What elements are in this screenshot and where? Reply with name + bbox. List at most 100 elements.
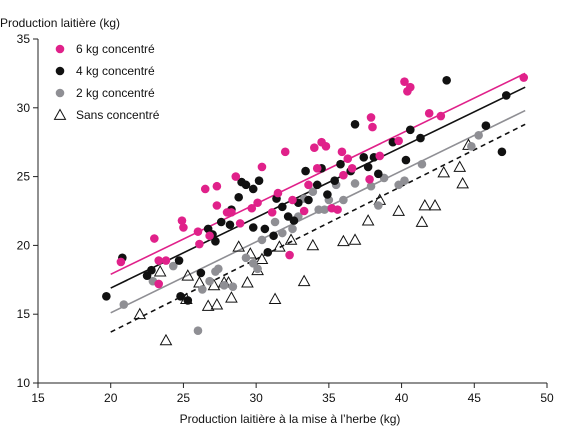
data-point: [418, 198, 432, 211]
data-point: [312, 180, 322, 190]
data-point: [212, 201, 222, 210]
data-point: [119, 300, 129, 309]
data-point: [234, 192, 243, 202]
data-point: [306, 238, 320, 251]
data-point: [374, 201, 383, 210]
data-point: [247, 203, 257, 213]
data-point: [267, 208, 277, 217]
data-point: [270, 217, 280, 227]
data-point: [214, 264, 223, 274]
data-point: [481, 121, 491, 130]
data-point: [333, 205, 342, 214]
data-point: [257, 235, 267, 245]
data-point: [232, 240, 246, 252]
data-point: [257, 162, 267, 172]
data-point: [519, 73, 529, 82]
data-point: [350, 179, 360, 188]
data-point: [235, 219, 245, 228]
data-point: [436, 111, 446, 121]
data-point: [168, 261, 178, 271]
legend-label: 4 kg concentré: [76, 64, 155, 78]
data-point: [153, 265, 167, 277]
data-point: [154, 279, 164, 289]
data-point: [174, 256, 184, 265]
data-point: [273, 240, 286, 252]
legend-label: Sans concentré: [76, 108, 160, 122]
y-axis-label: Production laitière (kg): [0, 16, 120, 30]
data-point: [133, 307, 147, 320]
y-tick-label: 20: [17, 238, 31, 252]
x-tick-label: 50: [540, 391, 554, 405]
data-point: [263, 247, 273, 257]
data-point: [260, 224, 270, 234]
data-point: [330, 176, 339, 186]
data-point: [278, 228, 287, 238]
data-point: [181, 269, 195, 281]
data-point: [241, 253, 251, 263]
data-point: [288, 195, 297, 205]
data-point: [289, 216, 299, 225]
legend-marker: [55, 44, 65, 54]
data-point: [304, 195, 313, 205]
data-point: [225, 291, 238, 303]
data-point: [428, 198, 442, 211]
data-point: [241, 276, 254, 288]
data-point: [176, 292, 185, 301]
data-point: [474, 131, 483, 140]
data-point: [453, 160, 467, 172]
legend-marker: [55, 66, 65, 76]
data-point: [212, 181, 222, 191]
data-point: [400, 176, 409, 186]
data-point: [350, 120, 360, 129]
data-point: [254, 176, 264, 186]
data-point: [347, 164, 357, 173]
data-point: [210, 298, 224, 310]
data-point: [297, 274, 311, 287]
data-point: [248, 184, 258, 194]
data-point: [437, 165, 451, 178]
data-point: [219, 281, 229, 290]
y-tick-label: 35: [17, 32, 31, 46]
data-point: [280, 147, 290, 157]
data-point: [216, 217, 226, 227]
legend-marker: [55, 88, 65, 98]
data-point: [501, 91, 511, 100]
data-point: [198, 285, 207, 294]
data-point: [336, 159, 345, 169]
regression-lines: [110, 72, 526, 333]
data-point: [401, 155, 411, 165]
data-point: [269, 231, 278, 241]
data-point: [241, 180, 251, 190]
data-point: [365, 175, 374, 184]
y-tick-label: 15: [17, 307, 31, 321]
data-point: [228, 282, 238, 291]
x-tick-label: 30: [249, 391, 263, 405]
data-point: [366, 181, 376, 191]
data-point: [361, 214, 375, 226]
data-point: [415, 215, 429, 227]
data-point: [308, 187, 318, 197]
x-tick-label: 40: [395, 391, 409, 405]
regression-line: [110, 72, 526, 276]
data-point: [310, 143, 319, 153]
y-tick-label: 10: [17, 376, 31, 390]
data-point: [200, 184, 210, 194]
data-point: [400, 77, 409, 86]
data-point: [205, 231, 214, 241]
data-point: [320, 205, 329, 214]
data-point: [285, 250, 294, 260]
data-point: [456, 176, 470, 189]
y-tick-label: 30: [17, 101, 31, 115]
data-point: [253, 198, 262, 208]
data-point: [196, 268, 206, 278]
data-point: [147, 265, 156, 275]
data-point: [288, 224, 297, 234]
data-point: [205, 276, 214, 286]
data-point: [359, 153, 369, 162]
data-point: [366, 113, 376, 122]
data-point: [337, 234, 350, 247]
data-point: [201, 299, 215, 311]
data-point: [374, 169, 383, 179]
data-point: [339, 170, 348, 180]
data-point: [405, 125, 415, 135]
